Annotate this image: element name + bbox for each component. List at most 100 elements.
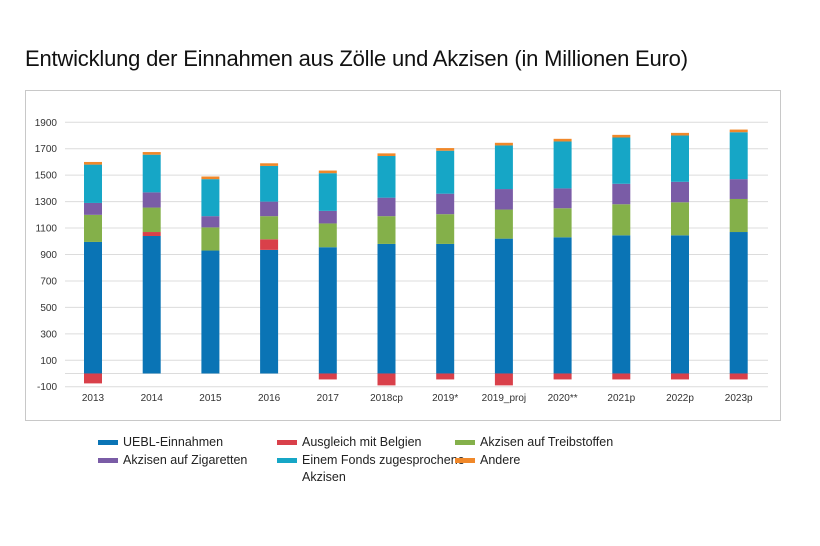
bar-ausgleich-mit-belgien-2013 (84, 373, 102, 384)
bar-andere-2015 (201, 176, 220, 180)
bar-akzisen-auf-treibstoffen-2020 (553, 208, 572, 238)
bar-akzisen-auf-treibstoffen-2021p (612, 204, 631, 236)
bar-uebl-einnahmen-2021p (612, 235, 631, 374)
bar-andere-2019 (436, 148, 455, 151)
bar-akzisen-auf-zigaretten-2021p (612, 183, 631, 205)
y-tick-label: -100 (37, 382, 57, 393)
bar-uebl-einnahmen-2016 (260, 249, 279, 374)
bar-andere-2014 (142, 152, 161, 155)
bar-ausgleich-mit-belgien-2017 (318, 373, 337, 380)
bar-akzisen-auf-zigaretten-2016 (260, 201, 279, 217)
y-tick-label: 300 (40, 329, 57, 340)
legend-swatch (455, 440, 475, 445)
bar-ausgleich-mit-belgien-2016 (260, 239, 279, 250)
legend-swatch (277, 440, 297, 445)
bar-uebl-einnahmen-2018cp (377, 243, 396, 374)
bar-einem-fonds-zugesprochene-akzisen-2015 (201, 179, 220, 217)
bar-akzisen-auf-zigaretten-2022p (671, 181, 689, 203)
y-tick-label: 700 (40, 276, 57, 287)
legend-label: Akzisen auf Zigaretten (123, 453, 248, 467)
bar-einem-fonds-zugesprochene-akzisen-2022p (671, 135, 689, 182)
bar-akzisen-auf-treibstoffen-2019 (436, 214, 455, 244)
legend-item: Ausgleich mit Belgien (277, 434, 422, 451)
legend-swatch (455, 458, 475, 463)
bar-ausgleich-mit-belgien-2019 (436, 373, 455, 380)
bar-akzisen-auf-zigaretten-2020 (553, 188, 572, 209)
bar-akzisen-auf-treibstoffen-2017 (318, 223, 337, 248)
chart-title: Entwicklung der Einnahmen aus Zölle und … (25, 46, 688, 71)
bar-akzisen-auf-zigaretten-2019 (436, 193, 455, 215)
legend-item: Akzisen auf Treibstoffen (455, 434, 613, 451)
bar-uebl-einnahmen-2015 (201, 250, 220, 374)
chart-frame (25, 90, 781, 421)
bar-einem-fonds-zugesprochene-akzisen-2021p (612, 137, 631, 184)
legend-swatch (98, 440, 118, 445)
y-tick-label: 1100 (35, 224, 57, 235)
legend-label: Ausgleich mit Belgien (302, 435, 422, 449)
bar-akzisen-auf-treibstoffen-2023p (729, 198, 748, 233)
legend-swatch (277, 458, 297, 463)
y-tick-label: 1300 (35, 197, 58, 208)
legend-label: Akzisen auf Treibstoffen (480, 435, 614, 449)
bar-ausgleich-mit-belgien-2021p (612, 373, 631, 380)
bar-ausgleich-mit-belgien-2014 (142, 232, 161, 236)
bar-einem-fonds-zugesprochene-akzisen-2019proj (494, 145, 513, 190)
bar-einem-fonds-zugesprochene-akzisen-2014 (142, 154, 161, 193)
legend-label: Andere (480, 453, 521, 467)
bar-andere-2023p (729, 129, 748, 133)
bar-andere-2021p (612, 134, 631, 138)
x-tick-label: 2013 (82, 393, 105, 404)
bar-akzisen-auf-zigaretten-2018cp (377, 197, 396, 217)
bar-andere-2018cp (377, 153, 396, 157)
bar-andere-2017 (318, 170, 337, 174)
x-tick-label: 2019* (432, 393, 458, 404)
bar-akzisen-auf-zigaretten-2017 (318, 210, 337, 224)
bar-einem-fonds-zugesprochene-akzisen-2020 (553, 141, 572, 189)
bar-uebl-einnahmen-2017 (318, 247, 337, 374)
bar-uebl-einnahmen-2013 (84, 241, 102, 374)
bar-akzisen-auf-treibstoffen-2013 (84, 214, 102, 242)
legend-swatch (98, 458, 118, 463)
bar-akzisen-auf-zigaretten-2013 (84, 202, 102, 215)
bar-ausgleich-mit-belgien-2023p (729, 373, 748, 380)
bar-akzisen-auf-zigaretten-2015 (201, 216, 220, 228)
bar-einem-fonds-zugesprochene-akzisen-2018cp (377, 156, 396, 198)
bar-andere-2022p (671, 132, 689, 136)
bar-einem-fonds-zugesprochene-akzisen-2017 (318, 173, 337, 211)
x-tick-label: 2019_proj (482, 393, 526, 404)
bar-akzisen-auf-zigaretten-2019proj (494, 189, 513, 210)
bar-uebl-einnahmen-2019proj (494, 238, 513, 374)
bar-akzisen-auf-treibstoffen-2018cp (377, 216, 396, 244)
x-tick-label: 2023p (725, 393, 753, 404)
x-tick-label: 2018cp (370, 393, 403, 404)
x-tick-label: 2016 (258, 393, 281, 404)
bar-ausgleich-mit-belgien-2022p (671, 373, 689, 380)
x-tick-label: 2014 (141, 393, 164, 404)
bar-andere-2019proj (494, 142, 513, 146)
bar-einem-fonds-zugesprochene-akzisen-2023p (729, 132, 748, 180)
y-tick-label: 1700 (35, 144, 58, 155)
legend-label: Einem Fonds zugesprochene Akzisen (302, 453, 465, 484)
x-tick-label: 2020** (548, 393, 578, 404)
bar-uebl-einnahmen-2014 (142, 235, 161, 374)
bar-andere-2013 (84, 161, 102, 165)
y-tick-label: 1900 (35, 118, 58, 129)
bar-uebl-einnahmen-2023p (729, 232, 748, 374)
bar-einem-fonds-zugesprochene-akzisen-2016 (260, 165, 279, 202)
bar-akzisen-auf-treibstoffen-2015 (201, 227, 220, 251)
bar-akzisen-auf-treibstoffen-2014 (142, 207, 161, 233)
legend-label: UEBL-Einnahmen (123, 435, 224, 449)
bar-akzisen-auf-treibstoffen-2022p (671, 202, 689, 236)
bar-ausgleich-mit-belgien-2019proj (494, 373, 513, 386)
bar-andere-2020 (553, 138, 572, 142)
y-tick-label: 900 (40, 250, 57, 261)
y-tick-label: 100 (40, 356, 57, 367)
bar-einem-fonds-zugesprochene-akzisen-2019 (436, 150, 455, 194)
x-tick-label: 2022p (666, 393, 694, 404)
bar-akzisen-auf-treibstoffen-2016 (260, 216, 279, 240)
bar-akzisen-auf-zigaretten-2014 (142, 192, 161, 208)
y-tick-label: 1500 (35, 171, 58, 182)
bar-ausgleich-mit-belgien-2018cp (377, 373, 396, 386)
bar-uebl-einnahmen-2020 (553, 237, 572, 374)
